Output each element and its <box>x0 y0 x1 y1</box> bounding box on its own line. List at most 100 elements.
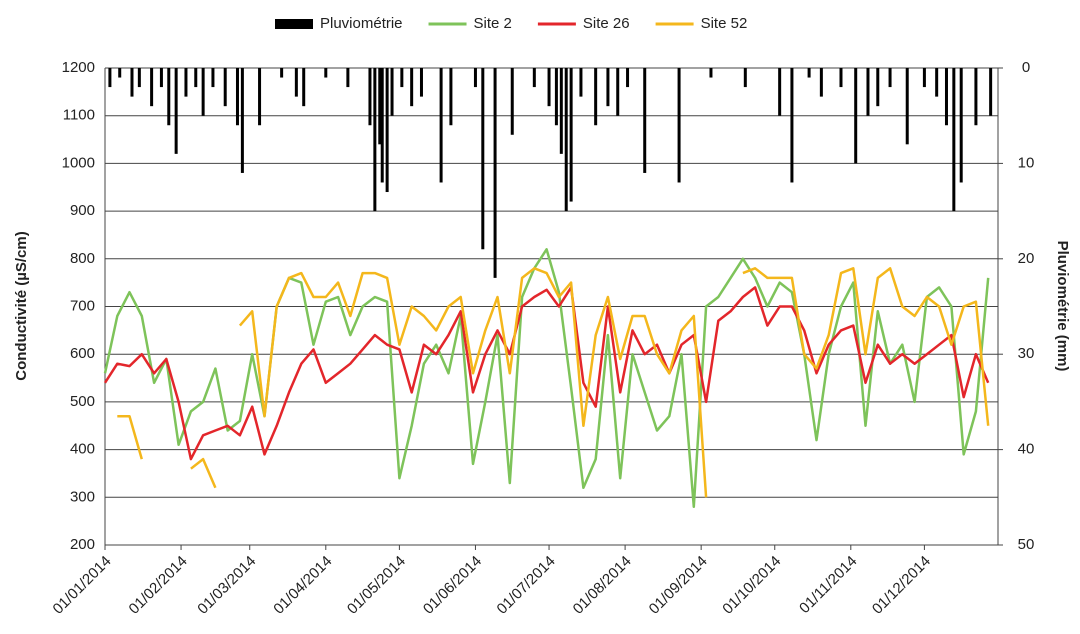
rain-bar <box>606 68 610 107</box>
rain-bar <box>137 68 141 88</box>
y2-tick-label: 20 <box>1018 250 1035 267</box>
y-tick-label: 1200 <box>62 59 95 76</box>
y2-tick-label: 30 <box>1018 345 1035 362</box>
rain-bar <box>922 68 926 88</box>
rain-bar <box>324 68 328 78</box>
rain-bar <box>594 68 598 126</box>
x-tick-label: 01/02/2014 <box>126 553 191 618</box>
rain-bar <box>373 68 377 212</box>
rain-bar <box>419 68 423 97</box>
legend-label: Site 26 <box>583 15 630 32</box>
legend-label: Site 2 <box>474 15 512 32</box>
rain-bar <box>280 68 284 78</box>
series-line <box>103 286 990 461</box>
y-tick-label: 500 <box>70 393 95 410</box>
rain-bar <box>974 68 978 126</box>
rain-bar <box>410 68 414 107</box>
rain-bar <box>839 68 843 88</box>
rain-bar <box>677 68 681 183</box>
rain-bar <box>390 68 394 116</box>
rain-bar <box>294 68 298 97</box>
legend-swatch <box>275 19 313 29</box>
rain-bar <box>380 68 384 183</box>
y-tick-label: 700 <box>70 297 95 314</box>
y2-tick-label: 50 <box>1018 536 1035 553</box>
rain-bar <box>989 68 993 116</box>
rain-bar <box>952 68 956 212</box>
series-line <box>117 267 990 498</box>
x-tick-label: 01/06/2014 <box>420 553 485 618</box>
rain-bar <box>150 68 154 107</box>
rain-bar <box>302 68 306 107</box>
y2-axis-title: Pluviométrie (mm) <box>1054 241 1071 372</box>
rain-bar <box>439 68 443 183</box>
rain-bar <box>493 68 497 278</box>
rain-bar <box>473 68 477 88</box>
y-tick-label: 400 <box>70 441 95 458</box>
rain-bar <box>368 68 372 126</box>
rain-bar <box>201 68 205 116</box>
rain-bar <box>778 68 782 116</box>
rain-bar <box>346 68 350 88</box>
rain-bar <box>626 68 630 88</box>
rain-bar <box>174 68 178 154</box>
x-tick-label: 01/08/2014 <box>570 553 635 618</box>
rain-bar <box>888 68 892 88</box>
y2-tick-label: 40 <box>1018 441 1035 458</box>
x-tick-label: 01/01/2014 <box>50 553 115 618</box>
rain-bar <box>235 68 239 126</box>
rain-bar <box>616 68 620 116</box>
rain-bar <box>400 68 404 88</box>
x-tick-label: 01/07/2014 <box>494 553 559 618</box>
y2-tick-label: 10 <box>1018 154 1035 171</box>
rain-bar <box>385 68 389 193</box>
x-tick-label: 01/05/2014 <box>344 553 409 618</box>
x-tick-label: 01/03/2014 <box>194 553 259 618</box>
rain-bar <box>709 68 713 78</box>
rain-bar <box>167 68 171 126</box>
y-tick-label: 200 <box>70 536 95 553</box>
rain-bar <box>643 68 647 173</box>
rain-bar <box>854 68 858 164</box>
legend-label: Site 52 <box>701 15 748 32</box>
rain-bar <box>240 68 244 173</box>
rain-bar <box>743 68 747 88</box>
y-tick-label: 300 <box>70 488 95 505</box>
y-tick-label: 800 <box>70 250 95 267</box>
y-tick-label: 1000 <box>62 154 95 171</box>
y-tick-label: 900 <box>70 202 95 219</box>
y-axis-title: Conductivité (µS/cm) <box>13 231 30 381</box>
x-tick-label: 01/11/2014 <box>796 553 860 617</box>
rain-bar <box>258 68 262 126</box>
rain-bar <box>564 68 568 212</box>
rain-bar <box>819 68 823 97</box>
rain-bar <box>944 68 948 126</box>
legend: Pluviométrie Site 2 Site 26 Site 52 <box>275 15 747 32</box>
rain-bar <box>547 68 551 107</box>
rain-bar <box>159 68 163 88</box>
rain-bar <box>118 68 122 78</box>
x-tick-label: 01/04/2014 <box>270 553 335 618</box>
rain-bar <box>184 68 188 97</box>
rain-bar <box>481 68 485 250</box>
series-line <box>103 248 990 509</box>
rain-bar <box>532 68 536 88</box>
y2-tick-label: 0 <box>1022 59 1030 76</box>
y-tick-label: 600 <box>70 345 95 362</box>
rain-bar <box>905 68 909 145</box>
rain-bar <box>559 68 563 154</box>
rain-bar <box>130 68 134 97</box>
y-tick-label: 1100 <box>63 107 95 124</box>
rain-bar <box>807 68 811 78</box>
x-tick-label: 01/10/2014 <box>719 553 784 618</box>
rain-bar <box>569 68 573 202</box>
rain-bar <box>108 68 112 88</box>
rain-bar <box>211 68 215 88</box>
rain-bar <box>959 68 963 183</box>
rain-bar <box>579 68 583 97</box>
rain-bar <box>223 68 227 107</box>
rain-bar <box>510 68 514 135</box>
rain-bar <box>790 68 794 183</box>
x-tick-label: 01/09/2014 <box>646 553 711 618</box>
